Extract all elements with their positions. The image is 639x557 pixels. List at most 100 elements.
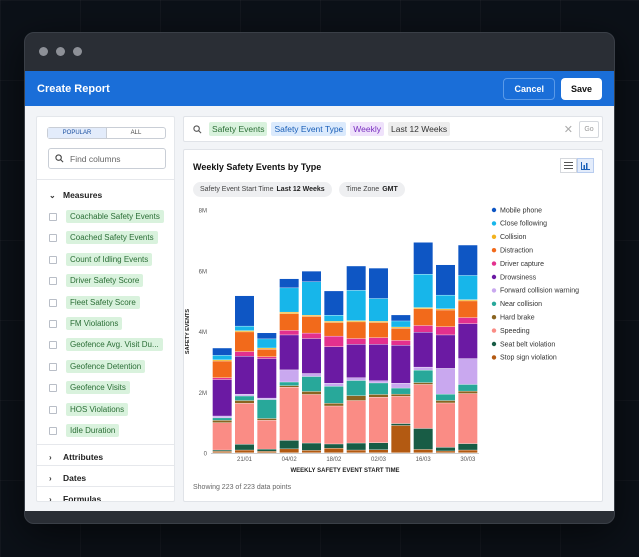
toggle-popular[interactable]: POPULAR [48,128,107,138]
cancel-button[interactable]: Cancel [503,77,555,100]
filter-pill-timezone[interactable]: Time Zone GMT [339,182,405,197]
bar-segment [458,245,478,276]
measure-label: Coachable Safety Events [66,210,164,223]
bar-segment [391,327,411,329]
measure-item[interactable]: Geofence Avg. Visit Du... [49,337,163,352]
bar-segment [346,320,366,322]
measures-section-header[interactable]: ⌄ Measures [49,190,102,200]
y-tick-label: 6M [199,269,207,275]
bar-segment [413,370,433,383]
bar-segment [436,326,455,335]
chevron-right-icon: › [49,452,52,462]
bar-segment [458,358,478,385]
measure-label: Coached Safety Events [66,231,158,244]
bar-segment [235,444,254,450]
checkbox[interactable] [49,212,57,221]
clear-query-icon[interactable]: ✕ [563,124,573,136]
checkbox[interactable] [49,255,57,264]
y-tick-label: 2M [199,391,207,397]
save-button[interactable]: Save [560,77,602,100]
bar-segment [391,383,411,388]
checkbox[interactable] [49,233,57,242]
window-control-dot[interactable] [73,47,82,56]
bar-segment [369,449,388,453]
bar-segment [436,447,455,451]
bar-segment [391,394,411,397]
query-chip-granularity[interactable]: Weekly [350,122,385,136]
measure-item[interactable]: Driver Safety Score [49,273,144,288]
chevron-down-icon: ⌄ [49,190,56,200]
bar-segment [302,391,321,395]
bar-segment [436,368,455,394]
bar-segment [235,403,254,445]
checkbox[interactable] [49,319,57,328]
list-view-button[interactable] [560,158,577,173]
y-tick-label: 4M [199,330,207,336]
measure-label: HOS Violations [66,403,129,416]
query-chip-attribute[interactable]: Safety Event Type [271,122,347,136]
checkbox[interactable] [49,276,57,285]
bar-segment [369,337,388,345]
bar-segment [235,394,254,396]
bar-segment [413,449,433,453]
measure-label: Fleet Safety Score [66,296,140,309]
bar-segment [302,443,321,451]
legend-swatch [491,315,497,320]
bar-segment [413,325,433,333]
measure-item[interactable]: Coachable Safety Events [49,209,164,224]
legend-label: Near collision [500,301,542,308]
bar-segment [436,295,455,309]
legend-label: Collision [500,234,527,241]
bar-segment [212,379,232,416]
bar-segment [458,299,478,301]
bar-segment [302,315,321,317]
x-tick-label: 21/01 [237,457,253,463]
find-columns-input[interactable]: Find columns [48,148,166,169]
legend-swatch [491,248,497,253]
checkbox[interactable] [49,298,57,307]
checkbox[interactable] [49,383,57,392]
checkbox[interactable] [49,426,57,435]
measure-item[interactable]: Count of Idling Events [49,252,153,267]
query-chip-range[interactable]: Last 12 Weeks [388,122,451,136]
legend-swatch [491,341,497,347]
window-control-dot[interactable] [39,47,48,56]
measure-item[interactable]: Geofence Detention [49,359,146,374]
dates-section-header[interactable]: › Dates [49,473,86,483]
go-button[interactable]: Go [579,121,599,138]
measure-item[interactable]: Coached Safety Events [49,230,158,245]
bar-segment [391,345,411,384]
y-tick-label: 0 [204,452,208,458]
bar-segment [279,440,299,449]
window-control-dot[interactable] [56,47,65,56]
bar-segment [346,443,366,450]
legend-swatch [491,207,497,213]
filter-pill-time[interactable]: Safety Event Start Time Last 12 Weeks [193,182,332,197]
chart-view-button[interactable] [577,158,594,173]
bar-segment [212,360,232,361]
checkbox[interactable] [49,340,57,349]
query-bar[interactable]: Safety Events Safety Event Type Weekly L… [183,116,603,142]
measure-item[interactable]: Idle Duration [49,423,120,438]
bar-segment [212,418,232,421]
measure-label: Count of Idling Events [66,253,153,266]
measure-item[interactable]: Geofence Visits [49,380,130,395]
query-chip-measure[interactable]: Safety Events [209,122,268,136]
checkbox[interactable] [49,405,57,414]
bar-segment [212,451,232,453]
bar-segment [279,278,299,288]
bar-segment [212,361,232,378]
toggle-all[interactable]: ALL [130,130,142,136]
measure-item[interactable]: FM Violations [49,316,123,331]
bar-segment [369,268,388,299]
measure-item[interactable]: Fleet Safety Score [49,295,140,310]
checkbox[interactable] [49,362,57,371]
bar-segment [324,315,344,322]
formulas-section-header[interactable]: › Formulas [49,494,101,501]
x-tick-label: 04/02 [282,457,298,463]
bar-segment [212,450,232,452]
attributes-section-header[interactable]: › Attributes [49,452,103,462]
measure-label: Geofence Avg. Visit Du... [66,338,163,351]
measures-title: Measures [63,190,103,200]
measure-item[interactable]: HOS Violations [49,402,129,417]
